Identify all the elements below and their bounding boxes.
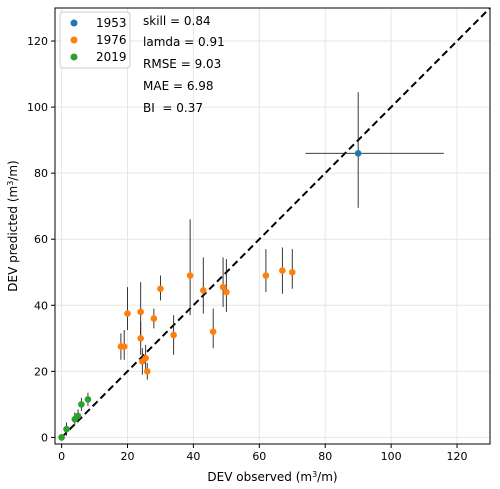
legend-marker-1953	[70, 19, 78, 27]
stat-lamda: lamda = 0.91	[143, 35, 225, 49]
y-axis-label: DEV predicted (m3/m)	[6, 160, 21, 291]
data-point	[209, 328, 217, 335]
data-point	[58, 434, 65, 441]
legend: 1953 1976 2019	[59, 11, 131, 69]
data-point	[78, 401, 85, 408]
stat-bi: BI = 0.37	[143, 101, 203, 115]
stat-skill: skill = 0.84	[143, 14, 211, 28]
series-2019	[58, 392, 92, 441]
y-axis-label-unit: /m)	[6, 160, 20, 180]
stats-annotations: skill = 0.84 lamda = 0.91 RMSE = 9.03 MA…	[143, 14, 225, 115]
series-1953	[305, 92, 444, 208]
x-tick-label: 120	[447, 450, 468, 463]
legend-label-1953: 1953	[96, 16, 127, 30]
data-point	[143, 368, 151, 375]
y-axis-label-superscript: 3	[6, 181, 15, 186]
data-point	[63, 425, 70, 433]
data-point	[354, 150, 362, 157]
x-axis-label-unit: /m)	[317, 470, 337, 484]
x-tick-label: 20	[121, 450, 135, 463]
data-point	[170, 331, 177, 339]
x-tick-label: 100	[381, 450, 402, 463]
data-point	[137, 308, 144, 316]
data-point	[124, 310, 131, 317]
data-point	[142, 354, 149, 362]
y-tick-label: 0	[41, 431, 48, 444]
x-tick-label: 40	[186, 450, 200, 463]
legend-marker-2019	[70, 53, 78, 61]
data-point	[137, 335, 144, 342]
x-axis-label-text: DEV observed (m	[207, 470, 312, 484]
legend-label-1976: 1976	[96, 33, 127, 47]
x-axis-label: DEV observed (m3/m)	[207, 470, 337, 485]
data-point	[186, 272, 194, 279]
data-point	[279, 267, 286, 274]
data-point	[223, 288, 230, 296]
x-axis-label-superscript: 3	[312, 470, 317, 479]
grid	[55, 8, 490, 444]
legend-marker-1976	[70, 36, 78, 44]
data-point	[150, 315, 158, 322]
series-1976	[117, 219, 296, 380]
data-layer	[58, 92, 444, 441]
x-tick-label: 60	[252, 450, 266, 463]
data-point	[120, 343, 128, 350]
x-tick-label: 0	[58, 450, 65, 463]
data-point	[288, 268, 296, 276]
y-tick-label: 40	[34, 299, 48, 312]
data-point	[157, 285, 164, 293]
data-point	[84, 396, 92, 403]
y-tick-label: 80	[34, 167, 48, 180]
plot-frame	[54, 7, 491, 445]
data-point	[262, 272, 270, 279]
data-point	[219, 283, 227, 291]
y-tick-label: 20	[34, 365, 48, 378]
stat-rmse: RMSE = 9.03	[143, 57, 221, 71]
y-axis-label-text: DEV predicted (m	[6, 186, 20, 292]
y-tick-label: 100	[27, 101, 48, 114]
legend-box	[59, 11, 131, 69]
one-to-one-line	[60, 7, 491, 439]
ticks: 0 20 40 60 80 100 120 0 20 40 60 80 100 120	[27, 35, 468, 463]
y-tick-label: 120	[27, 35, 48, 48]
data-point	[74, 412, 82, 420]
stat-mae: MAE = 6.98	[143, 79, 214, 93]
data-point	[199, 287, 207, 294]
reference-line-layer	[60, 7, 491, 439]
y-tick-label: 60	[34, 233, 48, 246]
legend-label-2019: 2019	[96, 50, 127, 64]
x-tick-label: 80	[318, 450, 332, 463]
